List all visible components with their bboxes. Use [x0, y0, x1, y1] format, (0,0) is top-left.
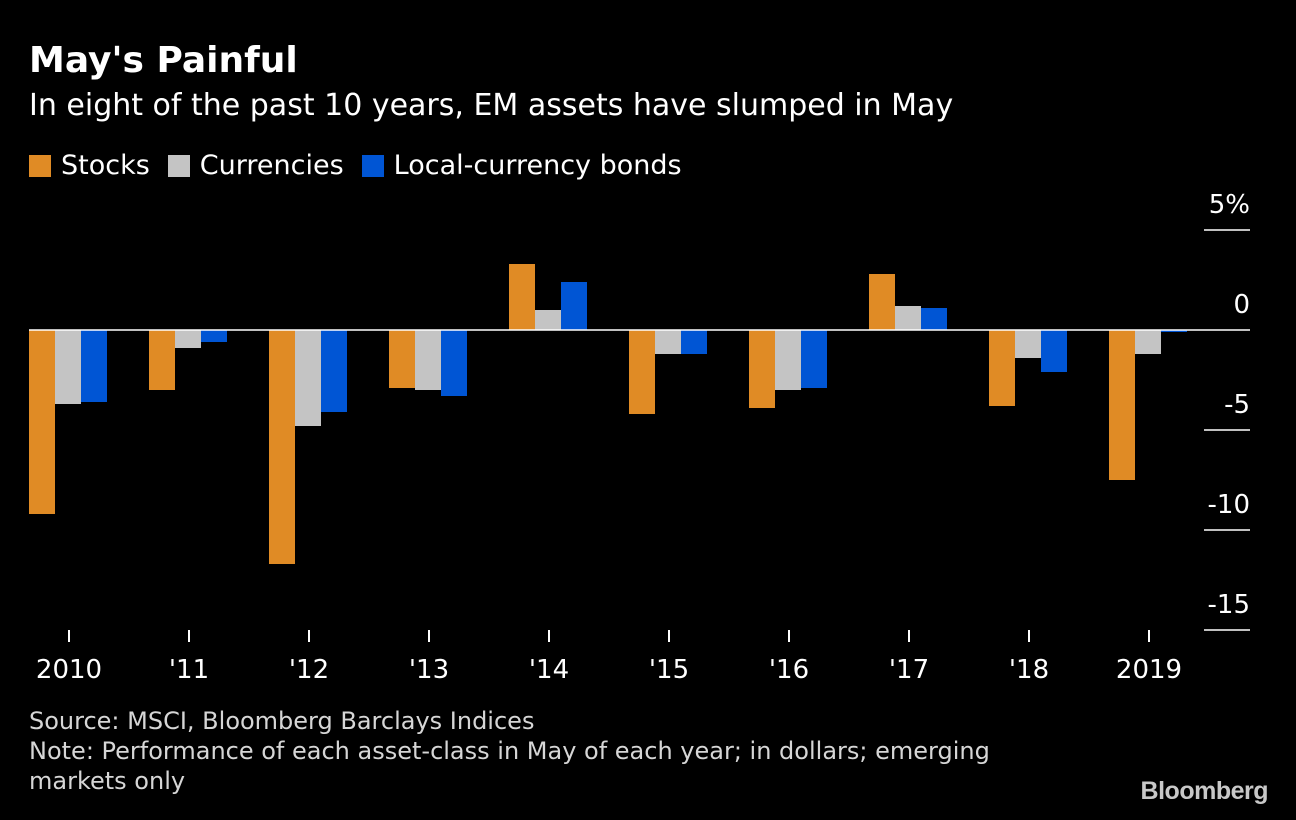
bar-currencies-3 [415, 330, 441, 390]
x-tick-label: '18 [1009, 655, 1049, 685]
bar-currencies-9 [1135, 330, 1161, 354]
bloomberg-logo: Bloomberg [1140, 777, 1269, 805]
legend-label-stocks: Stocks [61, 150, 150, 181]
x-tick-label: '14 [529, 655, 569, 685]
bar-currencies-5 [655, 330, 681, 354]
y-tick-label: 0 [1233, 290, 1250, 320]
bar-local-currency-bonds-4 [561, 282, 587, 330]
bar-currencies-1 [175, 330, 201, 348]
bar-stocks-5 [629, 330, 655, 414]
bar-currencies-8 [1015, 330, 1041, 358]
bar-stocks-8 [989, 330, 1015, 406]
x-tick-label: 2019 [1116, 655, 1182, 685]
legend-swatch-currencies [167, 154, 190, 177]
legend-item-bonds: Local-currency bonds [361, 150, 682, 181]
bar-stocks-6 [749, 330, 775, 408]
x-tick-label: '11 [169, 655, 209, 685]
bar-currencies-6 [775, 330, 801, 390]
x-tick-label: '17 [889, 655, 929, 685]
y-tick-label: 5% [1209, 190, 1250, 220]
bar-stocks-7 [869, 274, 895, 330]
bar-local-currency-bonds-5 [681, 330, 707, 354]
bar-currencies-2 [295, 330, 321, 426]
bar-currencies-7 [895, 306, 921, 330]
legend: Stocks Currencies Local-currency bonds [29, 150, 700, 181]
bar-local-currency-bonds-7 [921, 308, 947, 330]
y-tick-label: -15 [1208, 590, 1250, 620]
bar-local-currency-bonds-9 [1161, 330, 1187, 332]
bar-local-currency-bonds-2 [321, 330, 347, 412]
y-tick-label: -5 [1224, 390, 1250, 420]
legend-label-bonds: Local-currency bonds [393, 150, 682, 181]
bar-stocks-4 [509, 264, 535, 330]
bar-local-currency-bonds-1 [201, 330, 227, 342]
legend-label-currencies: Currencies [199, 150, 344, 181]
bar-stocks-9 [1109, 330, 1135, 480]
x-tick-label: '13 [409, 655, 449, 685]
legend-item-currencies: Currencies [167, 150, 344, 181]
x-tick-label: '15 [649, 655, 689, 685]
bar-stocks-3 [389, 330, 415, 388]
legend-swatch-stocks [29, 154, 51, 177]
bar-local-currency-bonds-3 [441, 330, 467, 396]
legend-item-stocks: Stocks [29, 150, 150, 181]
bar-local-currency-bonds-8 [1041, 330, 1067, 372]
bar-local-currency-bonds-0 [81, 330, 107, 402]
methodology-note: Note: Performance of each asset-class in… [29, 737, 990, 795]
bar-stocks-1 [149, 330, 175, 390]
x-tick-label: 2010 [36, 655, 102, 685]
legend-swatch-bonds [361, 154, 384, 177]
bar-stocks-0 [29, 330, 55, 514]
footer: Source: MSCI, Bloomberg Barclays Indices… [29, 706, 1079, 796]
bar-chart: 5% 0 -5 -10 -15 2010 '11 '12 '13 '14 '15 '16 '17 '18 2… [29, 190, 1250, 685]
chart-title: May's Painful [29, 40, 298, 81]
bar-local-currency-bonds-6 [801, 330, 827, 388]
x-tick-label: '16 [769, 655, 809, 685]
bar-stocks-2 [269, 330, 295, 564]
y-tick-label: -10 [1208, 490, 1250, 520]
chart-subtitle: In eight of the past 10 years, EM assets… [29, 88, 954, 123]
x-tick-label: '12 [289, 655, 329, 685]
bar-currencies-0 [55, 330, 81, 404]
bar-currencies-4 [535, 310, 561, 330]
source-note: Source: MSCI, Bloomberg Barclays Indices [29, 707, 535, 735]
